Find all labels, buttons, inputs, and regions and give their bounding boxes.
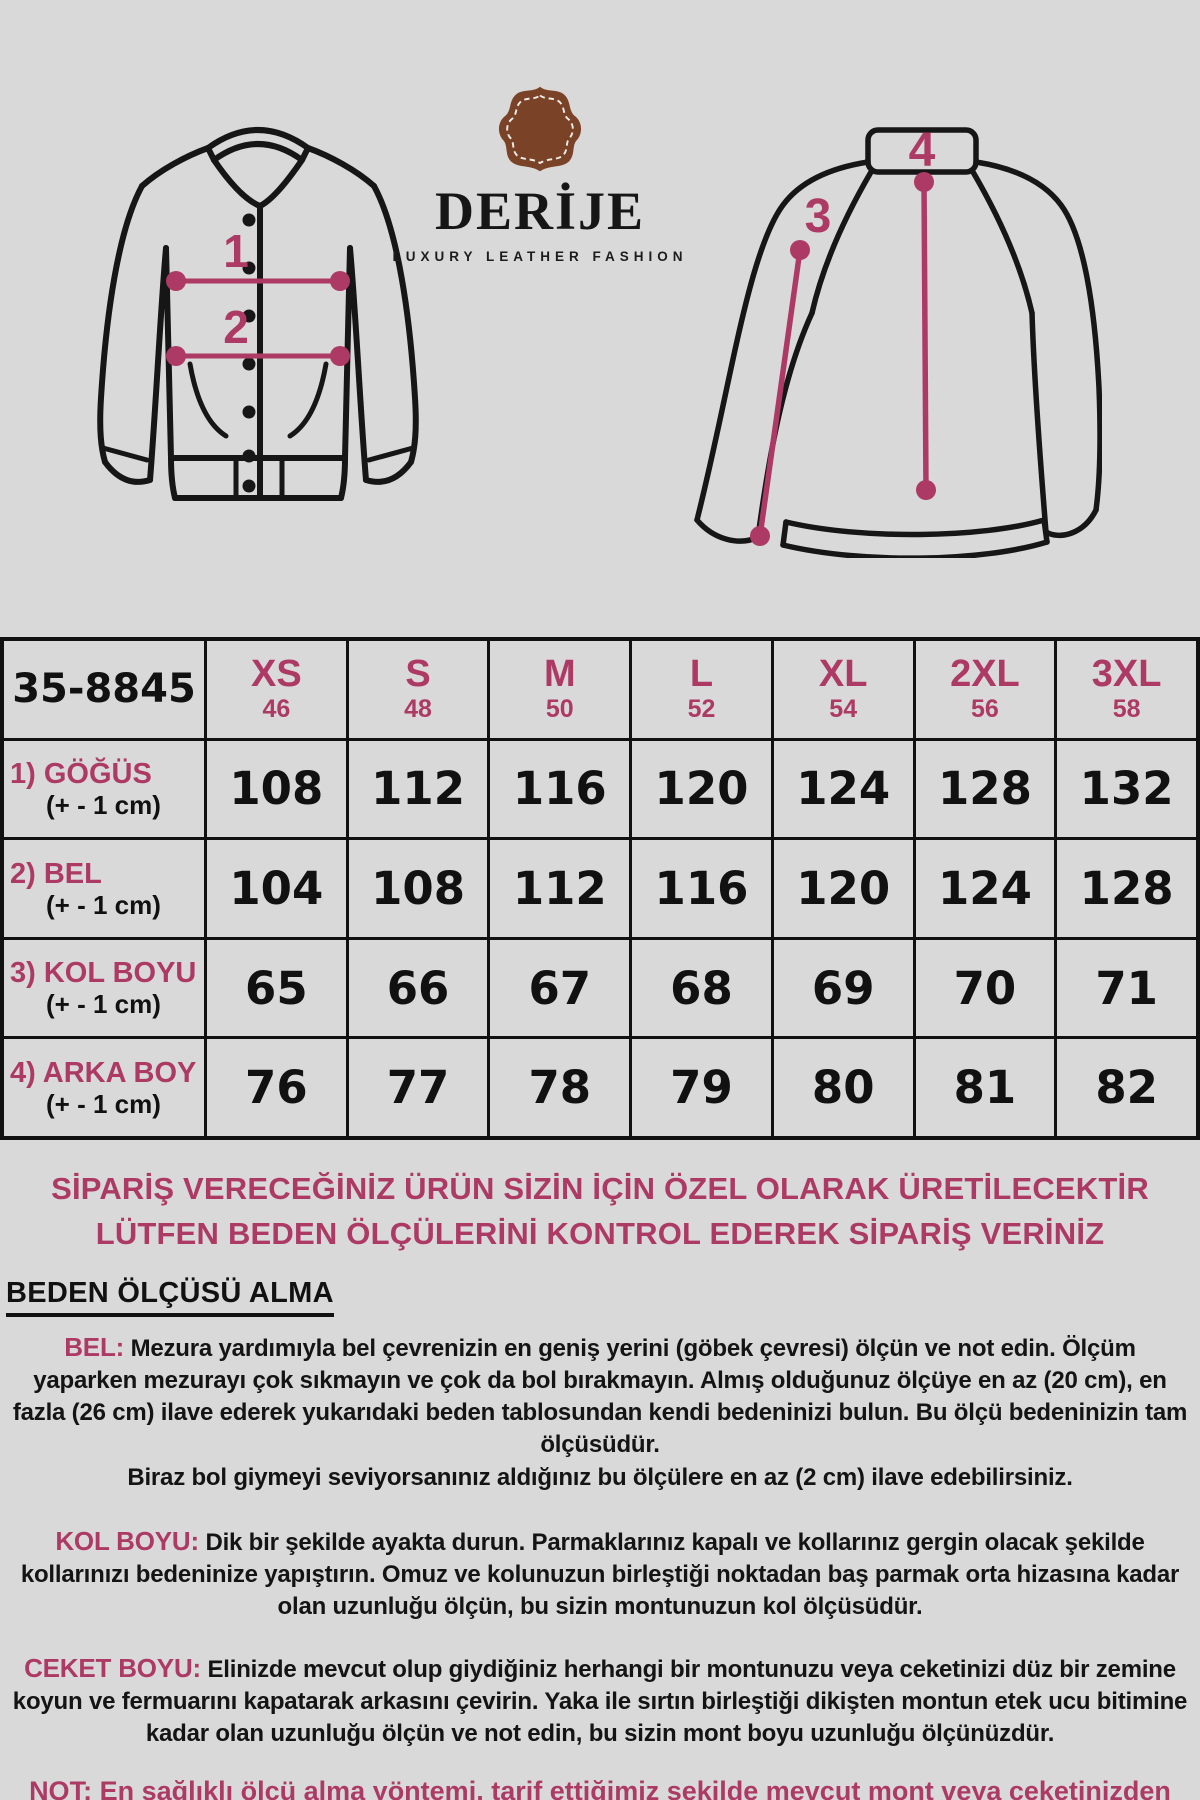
back-jacket-outline <box>694 127 1102 558</box>
value-cell: 108 <box>207 740 346 838</box>
custom-production-notice: SİPARİŞ VERECEĞİNİZ ÜRÜN SİZİN İÇİN ÖZEL… <box>12 1167 1188 1257</box>
front-jacket-outline <box>97 127 419 501</box>
front-measure-lines: 1 2 <box>166 225 350 366</box>
value-cell: 71 <box>1057 939 1196 1037</box>
value-cell: 108 <box>348 840 488 937</box>
value-cell: 128 <box>915 740 1055 838</box>
model-number-cell: 35-8845 <box>4 641 204 738</box>
row-label-gogus: 1) GÖĞÜS (+ - 1 cm) <box>4 740 204 838</box>
back-measure-lines: 3 4 <box>750 124 936 546</box>
value-cell: 116 <box>490 740 630 838</box>
bel-label: BEL: <box>64 1331 125 1362</box>
value-cell: 66 <box>348 939 488 1037</box>
value-cell: 132 <box>1057 740 1196 838</box>
value-cell: 69 <box>773 939 913 1037</box>
section-bel: BEL: Mezura yardımıyla bel çevrenizin en… <box>10 1330 1190 1494</box>
ceket-boyu-label: CEKET BOYU: <box>24 1653 201 1684</box>
value-cell: 81 <box>915 1039 1055 1136</box>
value-cell: 82 <box>1057 1039 1196 1136</box>
ceket-boyu-text: Elinizde mevcut olup giydiğiniz herhangi… <box>12 1656 1188 1748</box>
section-kol-boyu: KOL BOYU: Dik bir şekilde ayakta durun. … <box>10 1524 1190 1623</box>
value-cell: 116 <box>632 840 771 937</box>
value-cell: 128 <box>1057 840 1196 937</box>
value-cell: 112 <box>490 840 630 937</box>
row-label-bel: 2) BEL (+ - 1 cm) <box>4 840 204 937</box>
value-cell: 80 <box>773 1039 913 1136</box>
model-number: 35-8845 <box>12 666 196 713</box>
brand-name: DERİJE <box>434 181 646 241</box>
value-cell: 120 <box>632 740 771 838</box>
value-cell: 112 <box>348 740 488 838</box>
row-label-kol-boyu: 3) KOL BOYU (+ - 1 cm) <box>4 939 204 1037</box>
leather-patch-icon <box>498 86 582 172</box>
kol-boyu-text: Dik bir şekilde ayakta durun. Parmakları… <box>20 1528 1180 1620</box>
bel-text: Mezura yardımıyla bel çevrenizin en geni… <box>12 1334 1188 1459</box>
front-jacket-diagram: 1 2 <box>97 127 419 501</box>
size-header-xl: XL 54 <box>773 641 913 738</box>
value-cell: 104 <box>207 840 346 937</box>
row-label-arka-boy: 4) ARKA BOY (+ - 1 cm) <box>4 1039 204 1136</box>
value-cell: 124 <box>773 740 913 838</box>
brand-logo: DERİJE LUXURY LEATHER FASHION <box>390 82 690 264</box>
brand-tagline: LUXURY LEATHER FASHION <box>392 249 688 264</box>
value-cell: 76 <box>207 1039 346 1136</box>
size-header-m: M 50 <box>490 641 630 738</box>
value-cell: 124 <box>915 840 1055 937</box>
size-header-3xl: 3XL 58 <box>1057 641 1196 738</box>
section-ceket-boyu: CEKET BOYU: Elinizde mevcut olup giydiği… <box>10 1651 1190 1750</box>
bel-text-2: Biraz bol giymeyi seviyorsanınız aldığın… <box>127 1463 1073 1491</box>
measurement-note: NOT: En sağlıklı ölçü alma yöntemi, tari… <box>10 1773 1190 1800</box>
diagram-section: 1 2 DERİJE LUXURY LEATHER FASHION <box>0 0 1200 637</box>
value-cell: 70 <box>915 939 1055 1037</box>
notice-line-1: SİPARİŞ VERECEĞİNİZ ÜRÜN SİZİN İÇİN ÖZEL… <box>51 1171 1149 1206</box>
note-label: NOT: <box>29 1775 93 1800</box>
note-text: En sağlıklı ölçü alma yöntemi, tarif ett… <box>99 1775 1171 1800</box>
back-jacket-diagram: 3 4 <box>694 124 1102 558</box>
size-header-l: L 52 <box>632 641 771 738</box>
value-cell: 79 <box>632 1039 771 1136</box>
size-header-2xl: 2XL 56 <box>915 641 1055 738</box>
value-cell: 68 <box>632 939 771 1037</box>
size-header-xs: XS 46 <box>207 641 346 738</box>
value-cell: 65 <box>207 939 346 1037</box>
measure-marker-1: 1 <box>223 225 249 277</box>
measure-marker-3: 3 <box>805 190 832 243</box>
value-cell: 67 <box>490 939 630 1037</box>
measure-marker-4: 4 <box>909 124 936 177</box>
measure-marker-2: 2 <box>223 301 249 353</box>
value-cell: 120 <box>773 840 913 937</box>
front-jacket-buttons <box>242 213 256 493</box>
howto-heading: BEDEN ÖLÇÜSÜ ALMA <box>6 1277 334 1317</box>
instructions-section: SİPARİŞ VERECEĞİNİZ ÜRÜN SİZİN İÇİN ÖZEL… <box>0 1143 1200 1800</box>
value-cell: 78 <box>490 1039 630 1136</box>
value-cell: 77 <box>348 1039 488 1136</box>
size-table: 35-8845 XS 46 S 48 M 50 L 52 XL 54 2XL 5… <box>0 637 1200 1140</box>
kol-boyu-label: KOL BOYU: <box>55 1525 199 1556</box>
notice-line-2: LÜTFEN BEDEN ÖLÇÜLERİNİ KONTROL EDEREK S… <box>95 1215 1105 1251</box>
size-header-s: S 48 <box>348 641 488 738</box>
